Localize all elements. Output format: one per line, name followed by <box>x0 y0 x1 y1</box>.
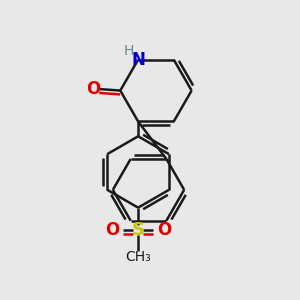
Text: O: O <box>157 221 171 239</box>
Text: S: S <box>132 221 145 239</box>
Text: O: O <box>86 80 100 98</box>
Text: CH₃: CH₃ <box>125 250 151 264</box>
Text: H: H <box>123 44 134 58</box>
Text: N: N <box>131 51 145 69</box>
Text: O: O <box>105 221 119 239</box>
